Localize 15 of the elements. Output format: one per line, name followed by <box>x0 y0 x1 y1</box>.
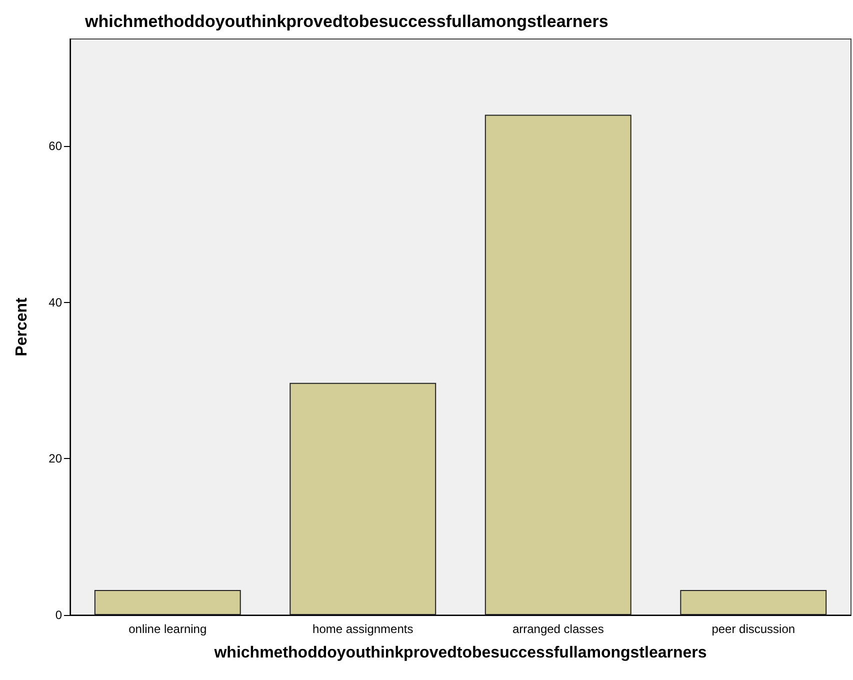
x-tick-label: peer discussion <box>712 622 796 636</box>
bar <box>94 590 241 615</box>
x-tick-label: home assignments <box>312 622 414 636</box>
y-tick-label: 20 <box>48 452 62 466</box>
chart-title: whichmethoddoyouthinkprovedtobesuccessfullamongstlearners <box>84 12 608 31</box>
x-axis-title: whichmethoddoyouthinkprovedtobesuccessfullamongstlearners <box>213 644 707 662</box>
y-tick-label: 0 <box>55 608 62 622</box>
bar <box>484 114 632 615</box>
x-tick-label: arranged classes <box>512 622 604 636</box>
bar <box>290 382 436 615</box>
x-tick-label: online learning <box>128 622 207 636</box>
bar <box>680 590 827 615</box>
y-axis-title: Percent <box>14 296 30 356</box>
y-tick-label: 60 <box>48 139 62 154</box>
y-tick-label: 40 <box>48 295 62 310</box>
